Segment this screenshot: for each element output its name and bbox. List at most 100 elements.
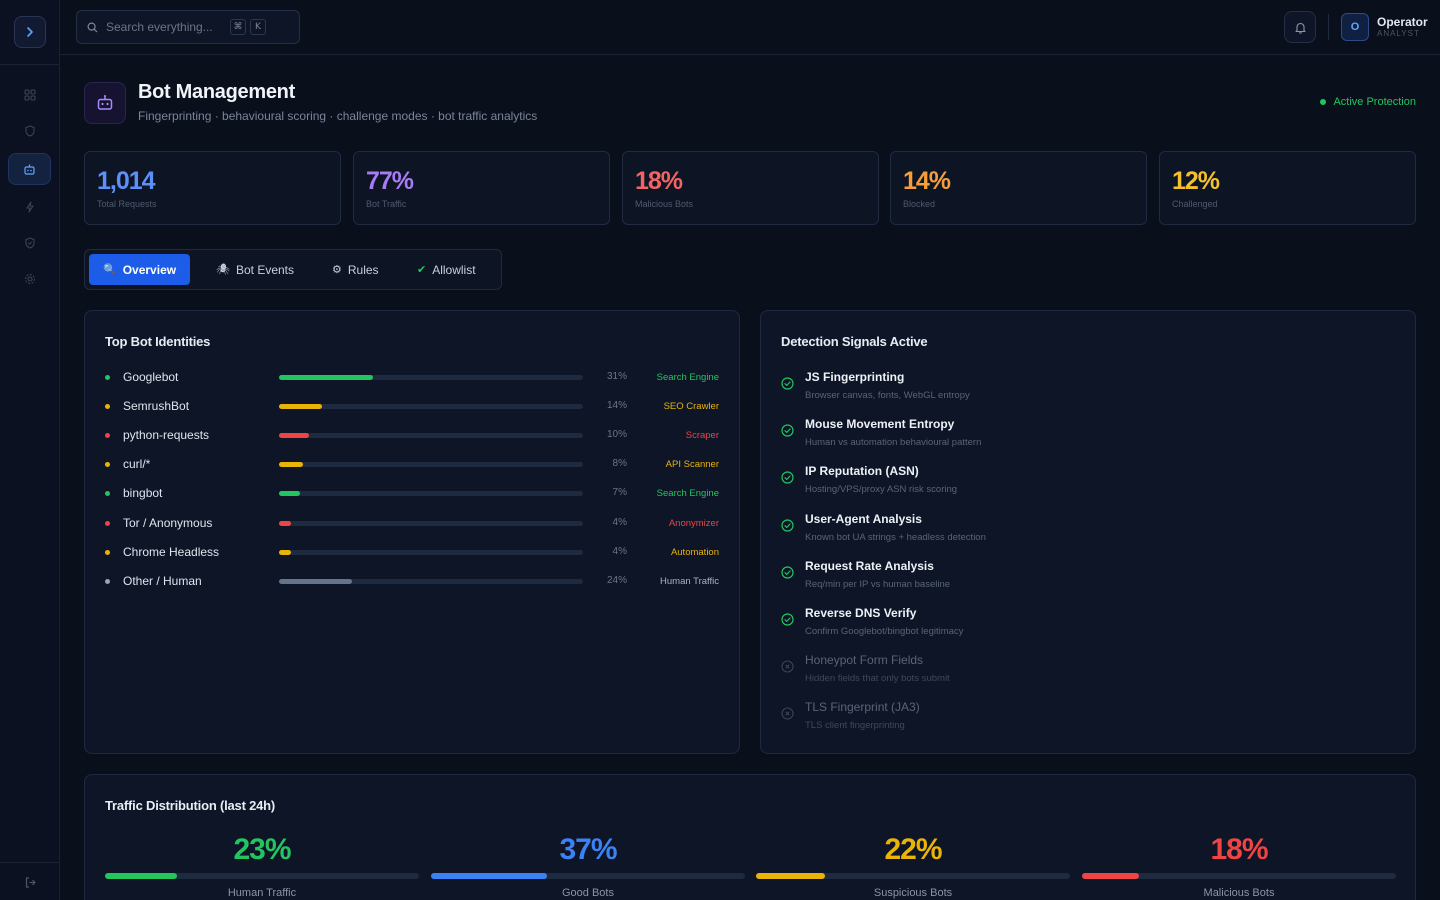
- logout-button[interactable]: [20, 873, 40, 891]
- bot-category: Human Traffic: [660, 575, 719, 587]
- progress-fill: [279, 433, 310, 439]
- grid-icon: [24, 89, 35, 101]
- bot-name: python-requests: [123, 428, 210, 443]
- tab-overview[interactable]: 🔍 Overview: [89, 254, 191, 285]
- user-name[interactable]: Operator: [1377, 15, 1428, 29]
- stat-card: 1,014 Total Requests: [84, 151, 341, 225]
- notifications-button[interactable]: [1284, 11, 1316, 43]
- progress-track: [279, 578, 583, 584]
- progress-track: [279, 462, 583, 468]
- list-item: IP Reputation (ASN) Hosting/VPS/proxy ASN…: [781, 464, 1401, 504]
- list-item: curl/* 8% API Scanner: [85, 455, 739, 475]
- list-item: Reverse DNS Verify Confirm Googlebot/bing…: [781, 606, 1401, 646]
- progress-track: [279, 491, 583, 497]
- top-bots-card: Top Bot Identities Googlebot 31% Search En…: [84, 310, 740, 754]
- list-item: TLS Fingerprint (JA3) TLS client fingerpr…: [781, 700, 1401, 740]
- sidebar-item-bot-management[interactable]: [8, 153, 51, 185]
- check-circle-icon: [781, 566, 794, 579]
- progress-fill: [279, 578, 352, 584]
- stat-label: Malicious Bots: [635, 199, 694, 209]
- topbar-separator: [1328, 14, 1329, 40]
- status-text: Active Protection: [1333, 96, 1416, 108]
- stat-value: 77%: [366, 167, 414, 195]
- tab-bar: 🔍 Overview 🕷 Bot Events ⚙ Rules ✔ Allowl…: [84, 249, 502, 290]
- bot-category: Automation: [670, 546, 719, 558]
- status-dot: [105, 375, 110, 380]
- list-item: SemrushBot 14% SEO Crawler: [85, 397, 739, 417]
- distribution-item: 18% Malicious Bots: [1082, 831, 1396, 900]
- search-input[interactable]: [106, 20, 226, 34]
- signal-description: Hosting/VPS/proxy ASN risk scoring: [805, 484, 958, 496]
- search-icon: [87, 21, 98, 32]
- sidebar-item-activity[interactable]: [8, 191, 51, 223]
- bot-percentage: 31%: [606, 371, 627, 382]
- kbd-k: K: [250, 19, 266, 35]
- tab-label: Allowlist: [432, 262, 476, 277]
- signal-name: Mouse Movement Entropy: [805, 417, 955, 432]
- card-title: Detection Signals Active: [781, 334, 928, 349]
- bot-percentage: 4%: [612, 545, 627, 557]
- progress-track: [1082, 873, 1396, 879]
- progress-fill: [279, 491, 301, 497]
- bot-percentage: 14%: [606, 400, 627, 412]
- status-dot: [105, 433, 110, 439]
- distribution-value: 37%: [559, 833, 617, 866]
- traffic-distribution-card: Traffic Distribution (last 24h) 23% Human…: [84, 774, 1416, 900]
- distribution-label: Good Bots: [562, 887, 614, 899]
- sidebar-item-settings[interactable]: [8, 263, 51, 295]
- stat-label: Total Requests: [97, 199, 157, 209]
- progress-fill: [431, 873, 548, 879]
- tab-allowlist[interactable]: ✔ Allowlist: [403, 254, 490, 285]
- distribution-item: 37% Good Bots: [431, 831, 745, 900]
- tab-label: Overview: [122, 262, 177, 277]
- gear-icon: ⚙: [332, 263, 342, 276]
- progress-track: [279, 520, 583, 526]
- bot-name: Tor / Anonymous: [123, 515, 213, 530]
- signal-name: Request Rate Analysis: [805, 558, 934, 573]
- list-item: Chrome Headless 4% Automation: [85, 543, 739, 563]
- sidebar-item-dashboard[interactable]: [8, 79, 51, 111]
- signal-description: Human vs automation behavioural pattern: [805, 437, 982, 449]
- avatar[interactable]: O: [1341, 13, 1369, 41]
- list-item: Googlebot 31% Search Engine: [85, 368, 739, 388]
- progress-fill: [1082, 873, 1139, 879]
- list-item: python-requests 10% Scraper: [85, 426, 739, 446]
- bot-percentage: 24%: [606, 574, 627, 586]
- search-box[interactable]: ⌘ K: [76, 10, 300, 44]
- status-dot: [105, 520, 110, 526]
- distribution-label: Suspicious Bots: [873, 887, 953, 899]
- sidebar: [0, 0, 60, 900]
- check-circle-icon: [781, 424, 794, 437]
- tab-rules[interactable]: ⚙ Rules: [318, 254, 393, 285]
- bot-percentage: 10%: [606, 429, 627, 441]
- stat-card: 18% Malicious Bots: [622, 151, 879, 225]
- spider-icon: 🕷: [216, 263, 230, 276]
- x-circle-icon: [781, 660, 794, 673]
- stat-value: 12%: [1172, 167, 1220, 195]
- card-title: Traffic Distribution (last 24h): [105, 798, 276, 813]
- page-icon: [84, 82, 126, 124]
- bolt-icon: [26, 201, 33, 213]
- bot-category: Search Engine: [656, 488, 719, 500]
- list-item: bingbot 7% Search Engine: [85, 484, 739, 504]
- tab-label: Bot Events: [235, 262, 294, 277]
- bot-percentage: 7%: [612, 487, 627, 499]
- distribution-value: 18%: [1210, 833, 1268, 866]
- list-item: Mouse Movement Entropy Human vs automatio…: [781, 417, 1401, 457]
- progress-track: [756, 873, 1070, 879]
- bot-category: Scraper: [685, 430, 719, 442]
- sidebar-item-protection[interactable]: [8, 227, 51, 259]
- signal-name: TLS Fingerprint (JA3): [805, 700, 920, 715]
- sidebar-bottom-divider: [0, 862, 60, 863]
- magnifier-icon: 🔍: [103, 263, 117, 276]
- progress-track: [279, 549, 583, 555]
- progress-fill: [756, 873, 826, 879]
- signal-name: Reverse DNS Verify: [805, 606, 917, 620]
- sidebar-toggle-button[interactable]: [14, 16, 46, 48]
- progress-fill: [105, 873, 178, 879]
- tab-bot-events[interactable]: 🕷 Bot Events: [202, 254, 308, 285]
- bot-percentage: 4%: [612, 516, 627, 528]
- stat-label: Blocked: [903, 199, 936, 209]
- sidebar-item-security[interactable]: [8, 115, 51, 147]
- bot-name: Googlebot: [123, 370, 179, 384]
